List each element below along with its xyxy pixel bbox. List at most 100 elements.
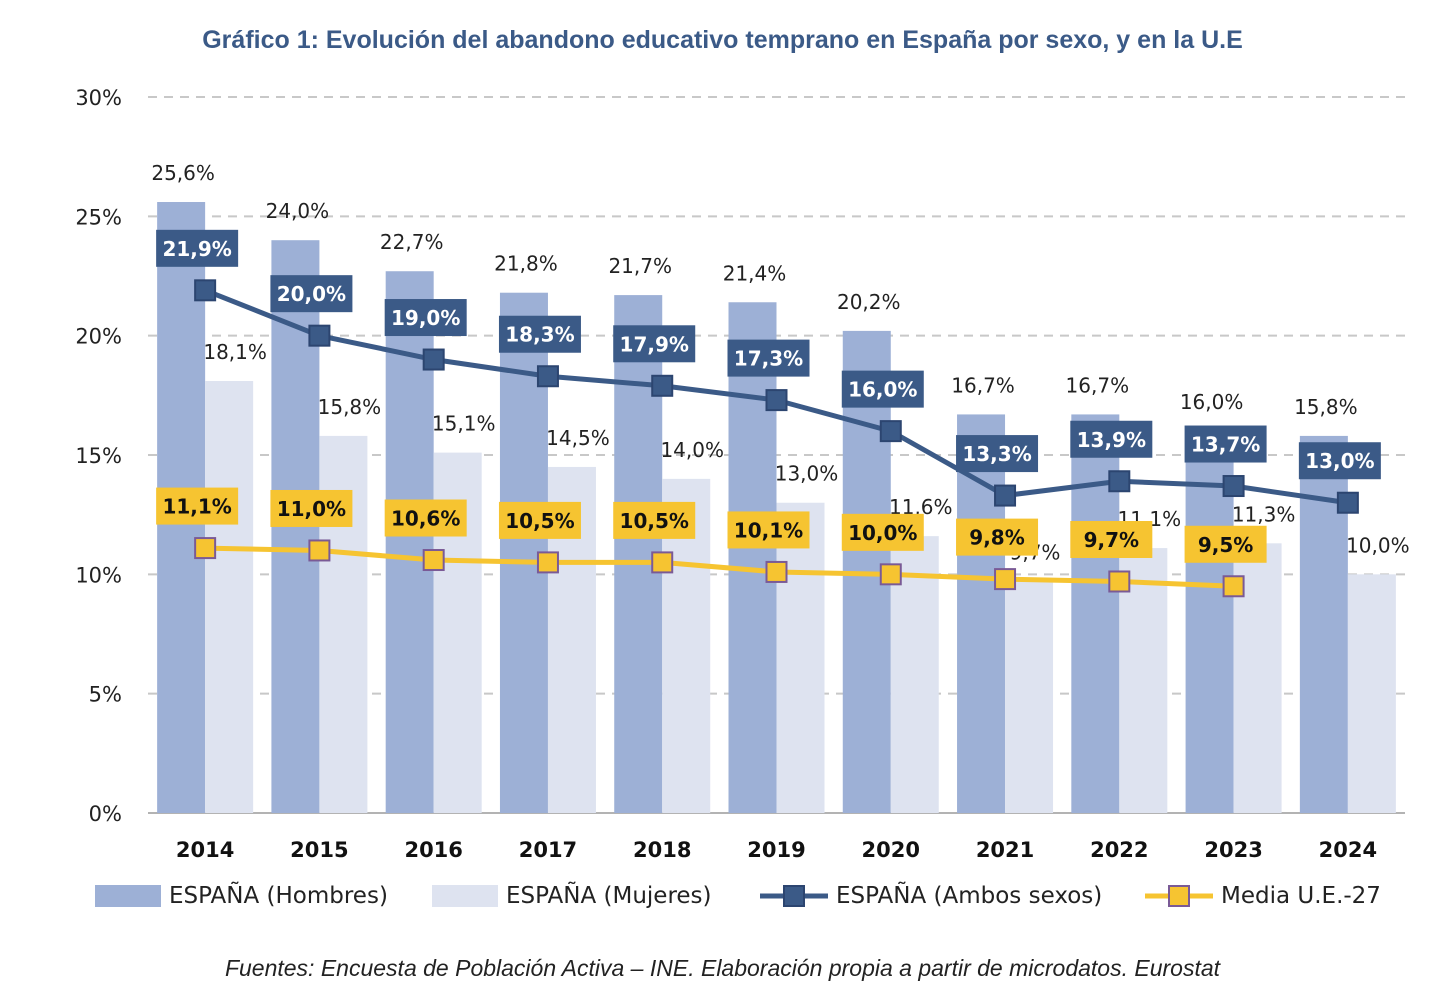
x-tick-label-2022: 2022	[1090, 838, 1148, 862]
label-box-ambos-2021	[956, 435, 1039, 473]
legend-item-ue[interactable]: Media U.E.-27	[1145, 876, 1381, 916]
bar-label-mujeres-2019: 13,0%	[775, 462, 839, 486]
marker-ue-2019	[765, 560, 788, 583]
marker-ue-2015	[308, 539, 331, 562]
legend-swatch-mujeres	[432, 885, 498, 907]
label-ue-2020: 10,0%	[848, 521, 917, 545]
marker-ambos-2019	[765, 389, 788, 412]
label-box-ambos-2019	[727, 339, 810, 377]
legend-item-ambos[interactable]: ESPAÑA (Ambos sexos)	[760, 876, 1102, 916]
bar-label-hombres-2022: 16,7%	[1066, 373, 1130, 397]
bar-label-hombres-2024: 15,8%	[1294, 395, 1358, 419]
source-note: Fuentes: Encuesta de Población Activa – …	[224, 955, 1221, 981]
marker-ue-2017	[536, 551, 559, 574]
x-tick-label-2016: 2016	[404, 838, 462, 862]
y-tick-label: 15%	[75, 444, 122, 468]
label-box-ue-2022	[1070, 520, 1153, 558]
bar-label-hombres-2015: 24,0%	[266, 199, 330, 223]
label-box-ambos-2018	[613, 325, 696, 363]
label-box-ue-2019	[727, 511, 810, 549]
label-ue-2016: 10,6%	[391, 507, 460, 531]
marker-ue-2020	[879, 563, 902, 586]
label-ambos-2014: 21,9%	[162, 237, 231, 261]
line-ue	[205, 545, 1234, 589]
label-box-ue-2021	[956, 518, 1039, 556]
bar-mujeres-2021	[1005, 581, 1054, 813]
bar-label-mujeres-2023: 11,3%	[1232, 502, 1296, 526]
marker-ambos-2022	[1108, 470, 1131, 493]
marker-ambos-2021	[994, 484, 1017, 507]
legend-label-ue: Media U.E.-27	[1221, 883, 1381, 909]
bar-label-hombres-2016: 22,7%	[380, 230, 444, 254]
lines	[194, 279, 1359, 598]
marker-ue-2022	[1108, 570, 1131, 593]
chart-title: Gráfico 1: Evolución del abandono educat…	[202, 26, 1243, 54]
label-ambos-2017: 18,3%	[505, 323, 574, 347]
y-tick-label: 5%	[89, 683, 122, 707]
label-box-ambos-2022	[1070, 420, 1153, 458]
bar-label-mujeres-2014: 18,1%	[203, 340, 267, 364]
x-tick-label-2020: 2020	[862, 838, 920, 862]
bar-label-mujeres-2018: 14,0%	[660, 438, 724, 462]
bar-label-hombres-2019: 21,4%	[723, 261, 787, 285]
label-ue-2018: 10,5%	[620, 509, 689, 533]
label-box-ue-2016	[384, 499, 467, 537]
label-ue-2019: 10,1%	[734, 518, 803, 542]
y-tick-label: 30%	[75, 86, 122, 110]
marker-ambos-2016	[422, 348, 445, 371]
x-axis-ticks: 2014 2015 2016 2017 2018 2019 2020 2021 2022 2023…	[176, 838, 1377, 862]
marker-ue-2018	[651, 551, 674, 574]
label-ue-2021: 9,8%	[969, 526, 1024, 550]
marker-ue-2021	[994, 568, 1017, 591]
marker-ambos-2017	[536, 365, 559, 388]
label-ue-2015: 11,0%	[277, 497, 346, 521]
label-box-ue-2020	[841, 513, 924, 551]
x-tick-label-2024: 2024	[1319, 838, 1377, 862]
bar-hombres-2019	[728, 302, 777, 813]
marker-ambos-2018	[651, 374, 674, 397]
bar-label-mujeres-2017: 14,5%	[546, 426, 610, 450]
label-box-ue-2023	[1184, 525, 1267, 563]
bar-label-mujeres-2015: 15,8%	[318, 395, 382, 419]
legend-item-mujeres[interactable]: ESPAÑA (Mujeres)	[432, 876, 712, 916]
bar-mujeres-2014	[205, 381, 254, 813]
x-tick-label-2017: 2017	[519, 838, 577, 862]
label-ue-2017: 10,5%	[505, 509, 574, 533]
marker-ue-2023	[1222, 575, 1245, 598]
label-ambos-2023: 13,7%	[1191, 433, 1260, 457]
y-tick-label: 10%	[75, 563, 122, 587]
label-ambos-2024: 13,0%	[1305, 449, 1374, 473]
y-tick-label: 0%	[89, 802, 122, 826]
label-ambos-2018: 17,9%	[620, 332, 689, 356]
label-box-ue-2014	[156, 487, 239, 525]
label-ue-2014: 11,1%	[162, 495, 231, 519]
label-ambos-2016: 19,0%	[391, 306, 460, 330]
label-box-ue-2017	[498, 501, 581, 539]
label-box-ambos-2014	[156, 229, 239, 267]
label-ambos-2015: 20,0%	[277, 282, 346, 306]
bar-label-mujeres-2024: 10,0%	[1346, 533, 1410, 557]
legend-swatch-hombres	[95, 885, 161, 907]
x-tick-label-2014: 2014	[176, 838, 234, 862]
marker-ambos-2024	[1336, 491, 1359, 514]
bar-label-hombres-2018: 21,7%	[608, 254, 672, 278]
y-tick-label: 20%	[75, 325, 122, 349]
bar-label-hombres-2023: 16,0%	[1180, 390, 1244, 414]
label-box-ambos-2015	[270, 275, 353, 313]
legend-swatch-ambos	[760, 885, 828, 907]
legend-item-hombres[interactable]: ESPAÑA (Hombres)	[95, 876, 388, 916]
label-box-ambos-2023	[1184, 425, 1267, 463]
x-tick-label-2015: 2015	[290, 838, 348, 862]
marker-ambos-2020	[879, 420, 902, 443]
bar-label-hombres-2014: 25,6%	[151, 161, 215, 185]
bar-label-hombres-2020: 20,2%	[837, 290, 901, 314]
bar-mujeres-2024	[1347, 574, 1396, 813]
marker-ambos-2015	[308, 324, 331, 347]
label-ambos-2019: 17,3%	[734, 347, 803, 371]
bar-label-mujeres-2016: 15,1%	[432, 412, 496, 436]
marker-ambos-2014	[194, 279, 217, 302]
label-box-ue-2018	[613, 501, 696, 539]
label-box-ambos-2024	[1298, 442, 1381, 480]
legend-label-ambos: ESPAÑA (Ambos sexos)	[836, 883, 1103, 909]
legend-label-mujeres: ESPAÑA (Mujeres)	[506, 883, 712, 909]
